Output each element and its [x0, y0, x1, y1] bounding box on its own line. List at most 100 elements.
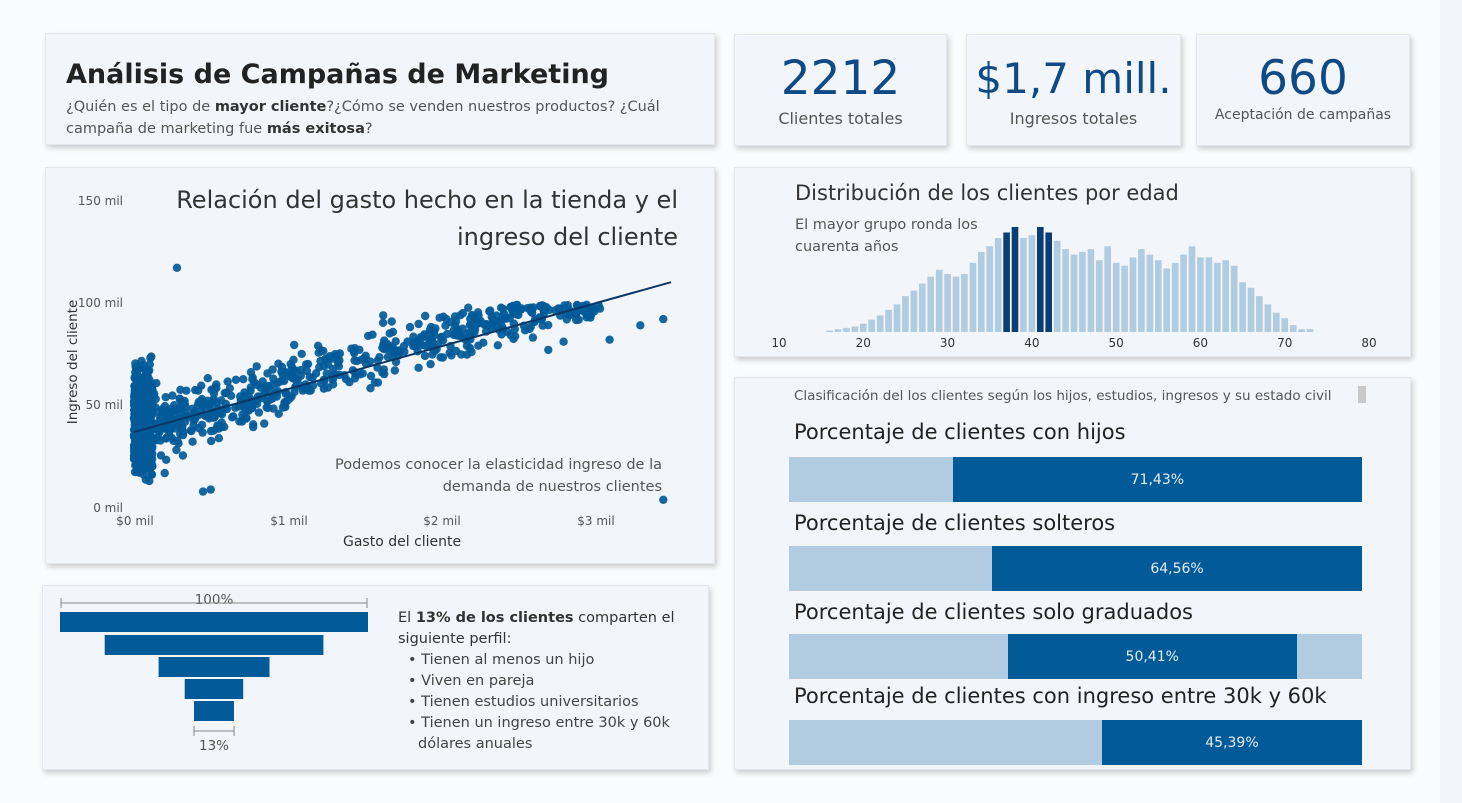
page-subtitle: ¿Quién es el tipo de mayor cliente?¿Cómo… — [66, 96, 726, 140]
scatter-point — [263, 369, 272, 378]
scatter-point — [172, 263, 182, 272]
scatter-point — [586, 310, 596, 320]
scatter-point — [221, 388, 231, 398]
scatter-point — [500, 310, 509, 319]
histogram-bar — [1188, 246, 1196, 332]
subtitle-bold: mayor cliente — [214, 99, 327, 115]
scatter-point — [231, 403, 240, 412]
scatter-point — [526, 303, 535, 312]
profile-text: El 13% de los clientes comparten el sigu… — [398, 608, 698, 755]
bar-title: Porcentaje de clientes con ingreso entre… — [794, 684, 1327, 708]
histogram-title: Distribución de los clientes por edad — [795, 181, 1179, 205]
scatter-point — [175, 395, 185, 404]
histogram-bar — [927, 276, 934, 332]
histogram-bar — [1112, 262, 1120, 332]
scatter-point — [316, 356, 325, 366]
bar-fill[interactable]: 50,41% — [1007, 634, 1297, 679]
scatter-point — [141, 475, 150, 484]
scatter-point — [659, 495, 668, 504]
histogram-bar — [885, 309, 892, 332]
scatter-point — [146, 401, 156, 411]
histogram-bar — [868, 319, 875, 332]
kpi-label: Aceptación de campañas — [1214, 107, 1392, 123]
funnel-bar — [60, 612, 368, 632]
bar-fill[interactable]: 45,39% — [1101, 720, 1362, 765]
scatter-point — [496, 303, 506, 312]
scatter-point — [145, 416, 154, 425]
scatter-point — [438, 353, 448, 362]
scatter-point — [131, 373, 141, 382]
scatter-point — [387, 317, 396, 326]
bar-track[interactable]: 50,41% — [789, 634, 1362, 679]
histogram-bar — [1273, 312, 1280, 332]
kpi-card-campaigns: 660 Aceptación de campañas — [1196, 34, 1410, 146]
bar-track[interactable]: 71,43% — [789, 457, 1362, 502]
histogram-bar-highlight — [1003, 232, 1010, 332]
histogram-bar — [1138, 249, 1145, 332]
scatter-point — [188, 437, 197, 446]
scatter-point — [451, 317, 461, 326]
histogram-bar — [994, 238, 1002, 332]
scatter-point — [329, 364, 338, 374]
scatter-point — [260, 419, 269, 428]
histogram-bar — [1096, 260, 1103, 332]
kpi-value: 660 — [1258, 51, 1348, 106]
scatter-point — [308, 373, 317, 382]
histogram-bar — [969, 262, 977, 332]
scatter-point — [290, 387, 299, 397]
bar-fill[interactable]: 64,56% — [992, 546, 1362, 591]
funnel-bar — [104, 635, 324, 655]
x-tick-label: 70 — [1277, 336, 1293, 350]
histogram-bar — [1264, 304, 1272, 332]
scatter-point — [223, 377, 232, 386]
scatter-point — [493, 341, 502, 350]
scatter-point — [237, 417, 247, 426]
scatter-point — [512, 310, 521, 319]
list-item: Tienen al menos un hijo — [408, 650, 698, 671]
scatter-point — [172, 445, 181, 455]
scatter-point — [435, 313, 444, 322]
scatter-point — [494, 316, 504, 326]
histogram-bar — [851, 326, 859, 332]
scatter-point — [274, 409, 283, 418]
scatter-point — [263, 403, 272, 413]
scatter-point — [359, 354, 369, 363]
histogram-bar — [986, 246, 993, 332]
list-item: Tienen estudios universitarios — [408, 692, 698, 713]
scatter-point — [304, 384, 314, 394]
scrollbar-thumb[interactable] — [1358, 386, 1366, 403]
scatter-point — [297, 349, 306, 359]
scatter-point — [420, 351, 430, 361]
kpi-value: $1,7 mill. — [975, 54, 1172, 103]
scatter-plot — [129, 263, 672, 504]
scatter-point — [486, 306, 495, 315]
scatter-point — [426, 359, 435, 369]
histogram-bar — [1298, 329, 1305, 332]
scatter-point — [421, 341, 430, 350]
profile-list: Tienen al menos un hijo Viven en pareja … — [398, 650, 698, 755]
subtitle-part: ¿Quién es el tipo de — [66, 99, 215, 115]
bar-title: Porcentaje de clientes solteros — [794, 511, 1116, 535]
kpi-card-revenue: $1,7 mill. Ingresos totales — [966, 34, 1181, 146]
scatter-point — [197, 381, 206, 390]
scatter-point — [421, 311, 430, 321]
histogram-bar — [1214, 262, 1221, 332]
scatter-point — [385, 342, 395, 351]
scatter-point — [220, 422, 229, 432]
scatter-point — [203, 374, 212, 383]
funnel-card: 100% 13% El 13% de los clientes comparte… — [42, 585, 709, 770]
funnel-bar — [194, 701, 234, 721]
scatter-point — [289, 374, 298, 383]
histogram-bar — [902, 296, 909, 332]
scatter-point — [290, 340, 299, 350]
bar-track[interactable]: 64,56% — [789, 546, 1362, 591]
bar-fill[interactable]: 71,43% — [952, 457, 1362, 502]
scatter-point — [146, 353, 155, 363]
histogram-bar — [1079, 251, 1086, 332]
funnel-bottom-label: 13% — [198, 738, 229, 754]
scatter-point — [528, 333, 538, 342]
bar-track[interactable]: 45,39% — [789, 720, 1362, 765]
y-tick-label: 100 mil — [77, 296, 123, 310]
histogram-bar — [1239, 282, 1246, 332]
scatter-point — [313, 341, 323, 350]
